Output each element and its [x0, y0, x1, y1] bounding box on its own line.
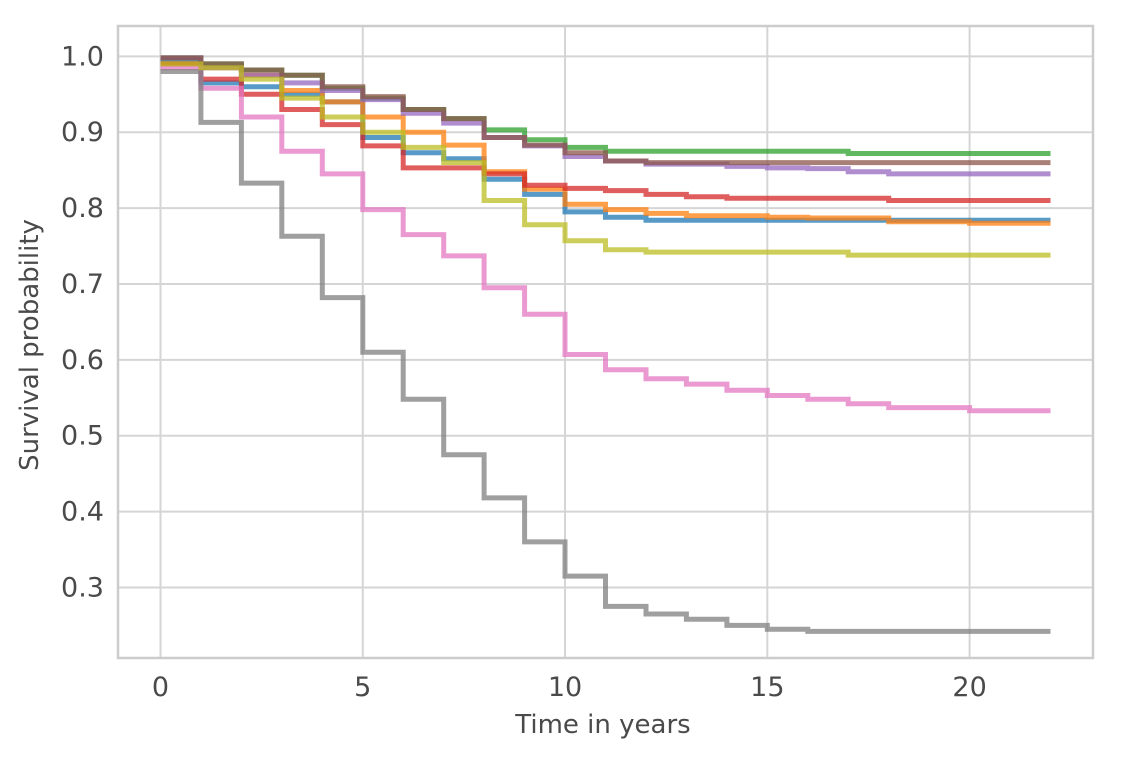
x-tick-label: 15 — [750, 672, 784, 703]
series-line-6 — [160, 55, 1051, 166]
plot-frame — [116, 24, 1095, 660]
y-tick-label: 0.7 — [61, 269, 104, 300]
series-lines — [160, 55, 1051, 634]
y-tick-label: 0.4 — [61, 497, 104, 528]
y-tick-label: 0.8 — [61, 193, 104, 224]
x-tick-label: 0 — [152, 672, 169, 703]
series-line-2 — [160, 61, 1051, 226]
x-tick-label: 10 — [548, 672, 582, 703]
y-tick-label: 0.5 — [61, 421, 104, 452]
y-tick-label: 0.9 — [61, 117, 104, 148]
y-tick-label: 0.6 — [61, 345, 104, 376]
x-tick-label: 5 — [354, 672, 371, 703]
x-tick-label: 20 — [952, 672, 986, 703]
y-tick-labels: 0.3 0.4 0.5 0.6 0.7 0.8 0.9 1.0 — [61, 41, 104, 603]
series-line-9 — [160, 61, 1051, 258]
y-tick-label: 1.0 — [61, 41, 104, 72]
x-tick-labels: 0 5 10 15 20 — [152, 672, 987, 703]
series-line-8 — [160, 69, 1051, 634]
y-tick-label: 0.3 — [61, 572, 104, 603]
x-axis-label: Time in years — [514, 710, 690, 740]
series-line-4 — [160, 61, 1051, 203]
y-axis-label: Survival probability — [15, 219, 45, 471]
plot-area — [118, 26, 1093, 658]
series-line-7 — [160, 65, 1051, 414]
